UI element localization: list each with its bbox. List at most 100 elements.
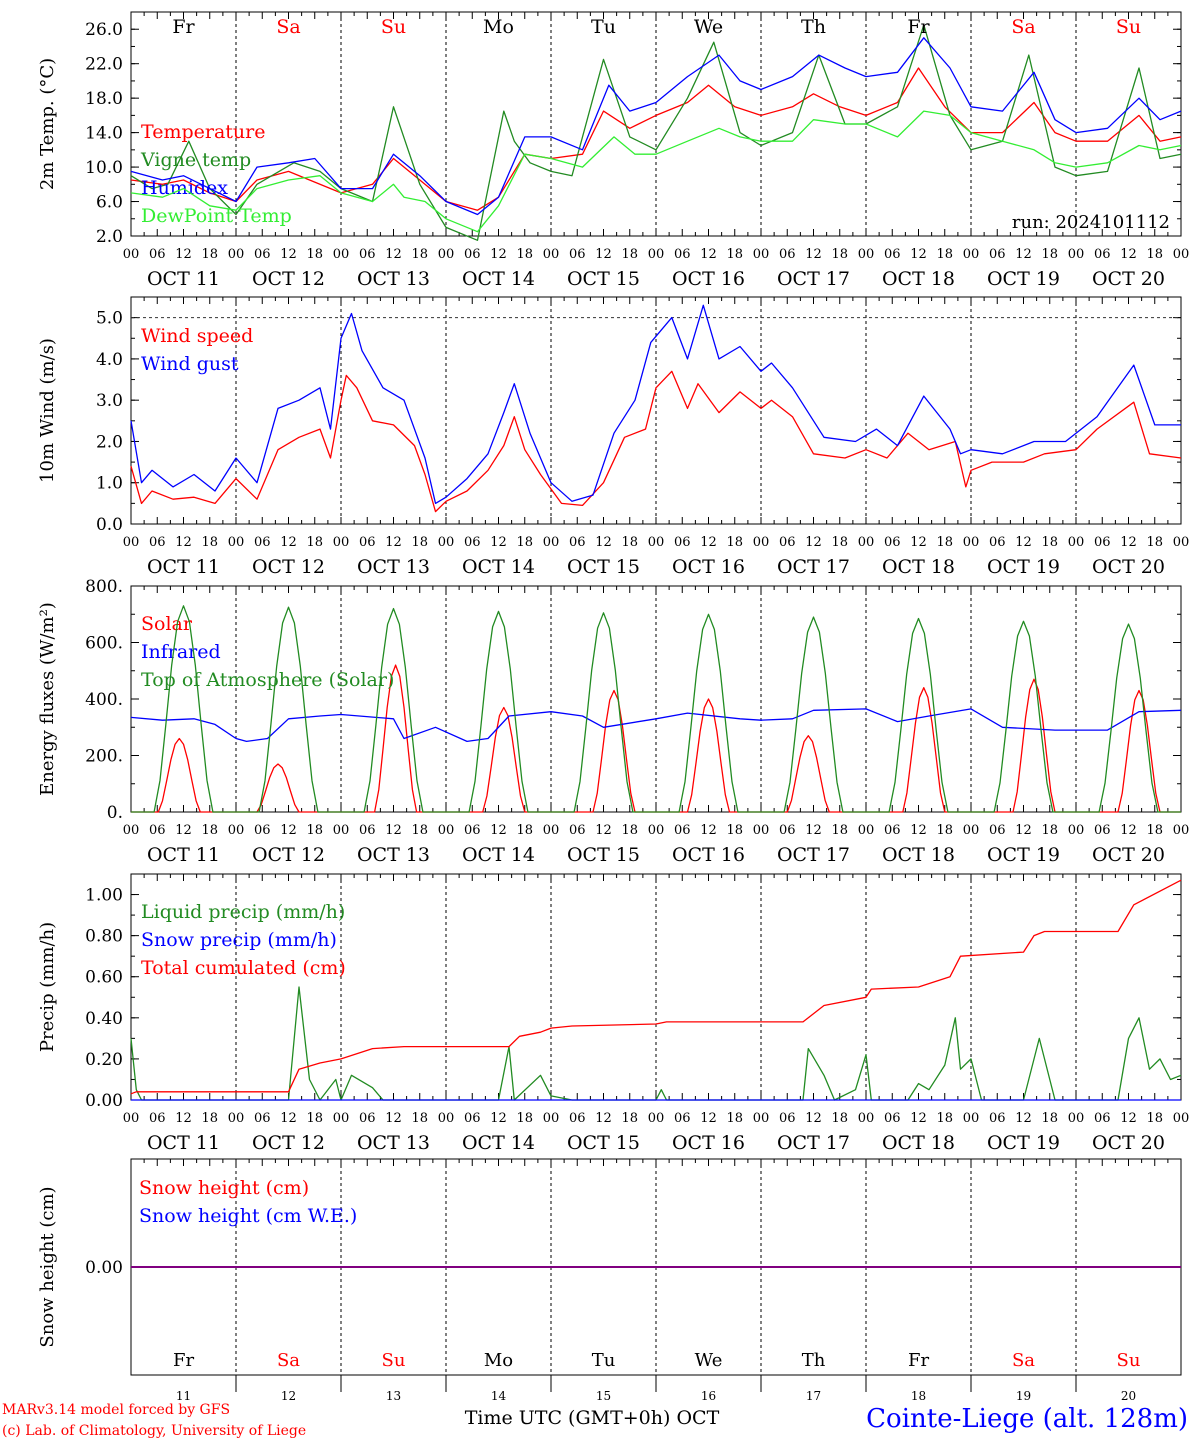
date-label: OCT 13 [357,268,430,290]
hour-tick-label: 06 [779,247,796,262]
date-label: OCT 17 [777,268,850,290]
hour-tick-label: 18 [1041,535,1058,550]
hour-tick-label: 06 [464,535,481,550]
y-tick-label: 0.80 [85,927,123,947]
y-tick-label: 3.0 [96,391,123,411]
hour-tick-label: 12 [490,535,507,550]
credit-line: MARv3.14 model forced by GFS [2,1402,230,1418]
hour-tick-label: 00 [963,823,980,838]
series-line-4-1 [130,986,1182,1101]
hour-tick-label: 12 [1015,1111,1032,1126]
panel-1: 2.0 6.0 10.0 14.0 18.0 22.0 26.0 2m Temp. (°C) T… [37,11,1189,290]
y-tick-label: 0.0 [96,515,123,535]
hour-tick-label: 06 [1094,535,1111,550]
y-tick-label: 0.20 [85,1050,123,1070]
date-label: OCT 14 [462,1132,535,1154]
date-label: OCT 18 [882,556,955,578]
date-label: OCT 18 [882,1132,955,1154]
legend-entry: Snow height (cm) [139,1177,309,1199]
date-label: OCT 13 [357,556,430,578]
legend-entry: Total cumulated (cm) [141,957,346,979]
hour-tick-label: 06 [254,823,271,838]
hour-tick-label: 12 [175,823,192,838]
hour-tick-label: 18 [201,535,218,550]
hour-tick-label: 00 [123,247,140,262]
hour-tick-label: 12 [385,1111,402,1126]
hour-tick-label: 18 [831,1111,848,1126]
hour-tick-label: 18 [726,823,743,838]
panel-5: 0.00 Snow height (cm) Snow height (cm) Snow… [37,1158,1182,1376]
date-label: OCT 14 [462,844,535,866]
date-label: OCT 15 [567,844,640,866]
date-label: OCT 16 [672,268,745,290]
hour-tick-label: 12 [700,247,717,262]
legend-entry: Infrared [141,641,221,663]
legend-entry: Top of Atmosphere (Solar) [141,669,394,691]
date-label: OCT 19 [987,1132,1060,1154]
date-number: 17 [806,1389,821,1403]
hour-tick-label: 06 [989,247,1006,262]
day-name-top: Tu [591,16,616,38]
day-name-bottom: Fr [173,1350,194,1371]
hour-tick-label: 00 [753,535,770,550]
hour-tick-label: 18 [1146,1111,1163,1126]
hour-tick-label: 12 [280,535,297,550]
legend-entry: Snow height (cm W.E.) [139,1205,357,1227]
y-axis-label: 2m Temp. (°C) [37,58,58,190]
hour-tick-label: 12 [1015,247,1032,262]
hour-tick-label: 18 [831,535,848,550]
date-label: OCT 18 [882,844,955,866]
hour-tick-label: 12 [490,823,507,838]
day-name-bottom: Fr [908,1350,929,1371]
hour-tick-label: 00 [228,535,245,550]
hour-tick-label: 00 [1173,823,1190,838]
hour-tick-label: 00 [333,823,350,838]
day-name-bottom: Su [382,1350,406,1371]
hour-tick-label: 18 [1041,1111,1058,1126]
hour-tick-label: 18 [516,535,533,550]
hour-tick-label: 00 [963,247,980,262]
day-name-top: Fr [172,16,195,38]
hour-tick-label: 00 [438,1111,455,1126]
series-line-1-4 [130,110,1182,233]
hour-tick-label: 06 [779,823,796,838]
y-tick-label: 0.40 [85,1009,123,1029]
hour-tick-label: 18 [411,247,428,262]
y-tick-label: 6.0 [96,193,123,213]
hour-tick-label: 18 [621,823,638,838]
date-label: OCT 16 [672,1132,745,1154]
y-axis-label: Energy fluxes (W/m²) [37,602,58,796]
hour-tick-label: 00 [1173,535,1190,550]
hour-tick-label: 18 [621,535,638,550]
legend-entry: Vigne temp [140,149,251,171]
hour-tick-label: 00 [648,247,665,262]
hour-tick-label: 00 [648,1111,665,1126]
date-label: OCT 20 [1092,1132,1165,1154]
hour-tick-label: 12 [175,1111,192,1126]
legend-entry: Wind speed [141,325,253,347]
hour-tick-label: 18 [1041,823,1058,838]
hour-tick-label: 00 [123,535,140,550]
date-label: OCT 11 [147,1132,220,1154]
date-label: OCT 19 [987,556,1060,578]
date-label: OCT 17 [777,556,850,578]
day-name-top: Sa [276,16,300,38]
date-label: OCT 16 [672,556,745,578]
hour-tick-label: 06 [884,535,901,550]
hour-tick-label: 12 [385,247,402,262]
hour-tick-label: 18 [831,823,848,838]
hour-tick-label: 06 [149,535,166,550]
date-label: OCT 19 [987,844,1060,866]
date-number: 11 [176,1389,191,1403]
day-name-bottom: Tu [592,1350,616,1371]
hour-tick-label: 00 [438,535,455,550]
y-axis-label: 10m Wind (m/s) [37,338,58,483]
hour-tick-label: 06 [254,1111,271,1126]
y-tick-label: 1.0 [96,474,123,494]
date-label: OCT 11 [147,844,220,866]
y-tick-label: 0. [107,803,123,823]
date-label: OCT 11 [147,268,220,290]
hour-tick-label: 12 [910,535,927,550]
date-number: 18 [911,1389,926,1403]
hour-tick-label: 06 [989,823,1006,838]
